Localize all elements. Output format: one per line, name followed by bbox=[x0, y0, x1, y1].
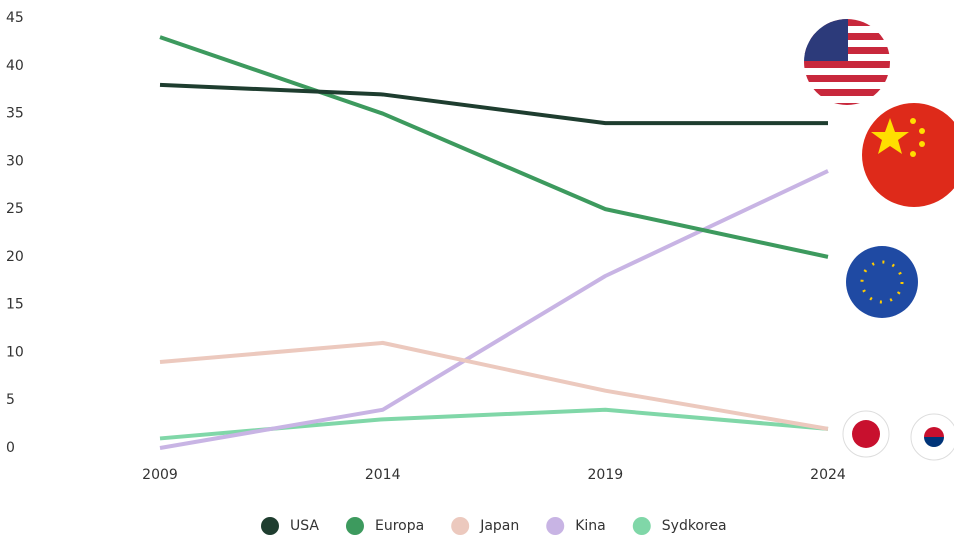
legend-marker bbox=[632, 517, 651, 535]
x-tick-label: 2009 bbox=[142, 467, 178, 483]
x-tick-label: 2019 bbox=[588, 467, 624, 483]
y-tick-label: 40 bbox=[6, 58, 24, 74]
legend-marker bbox=[261, 517, 279, 535]
line bbox=[159, 35, 829, 259]
y-tick-label: 20 bbox=[6, 249, 24, 265]
line bbox=[159, 82, 828, 126]
flag-eu bbox=[846, 246, 918, 318]
y-tick-label: 30 bbox=[6, 153, 24, 169]
legend-label: USA bbox=[290, 518, 319, 534]
y-tick-label: 45 bbox=[6, 10, 24, 26]
legend-label: Kina bbox=[575, 518, 606, 534]
legend-label: Japan bbox=[479, 518, 519, 534]
flag-usa bbox=[804, 19, 890, 105]
y-tick-label: 25 bbox=[6, 201, 24, 217]
legend-marker bbox=[546, 517, 565, 535]
flag-china bbox=[862, 103, 954, 207]
y-tick-label: 35 bbox=[6, 106, 24, 122]
y-tick-label: 10 bbox=[6, 344, 24, 360]
line bbox=[159, 407, 829, 441]
y-tick-label: 15 bbox=[6, 297, 24, 313]
legend-marker bbox=[451, 517, 470, 535]
y-tick-label: 0 bbox=[6, 440, 15, 456]
legend-marker bbox=[345, 517, 364, 535]
flag-korea bbox=[910, 413, 954, 461]
x-tick-label: 2024 bbox=[810, 467, 846, 483]
line bbox=[159, 340, 829, 431]
line bbox=[159, 169, 829, 450]
x-tick-label: 2014 bbox=[365, 467, 401, 483]
flag-japan bbox=[842, 410, 890, 458]
legend-label: Sydkorea bbox=[662, 518, 727, 534]
legend-label: Europa bbox=[375, 518, 424, 534]
y-tick-label: 5 bbox=[6, 392, 15, 408]
